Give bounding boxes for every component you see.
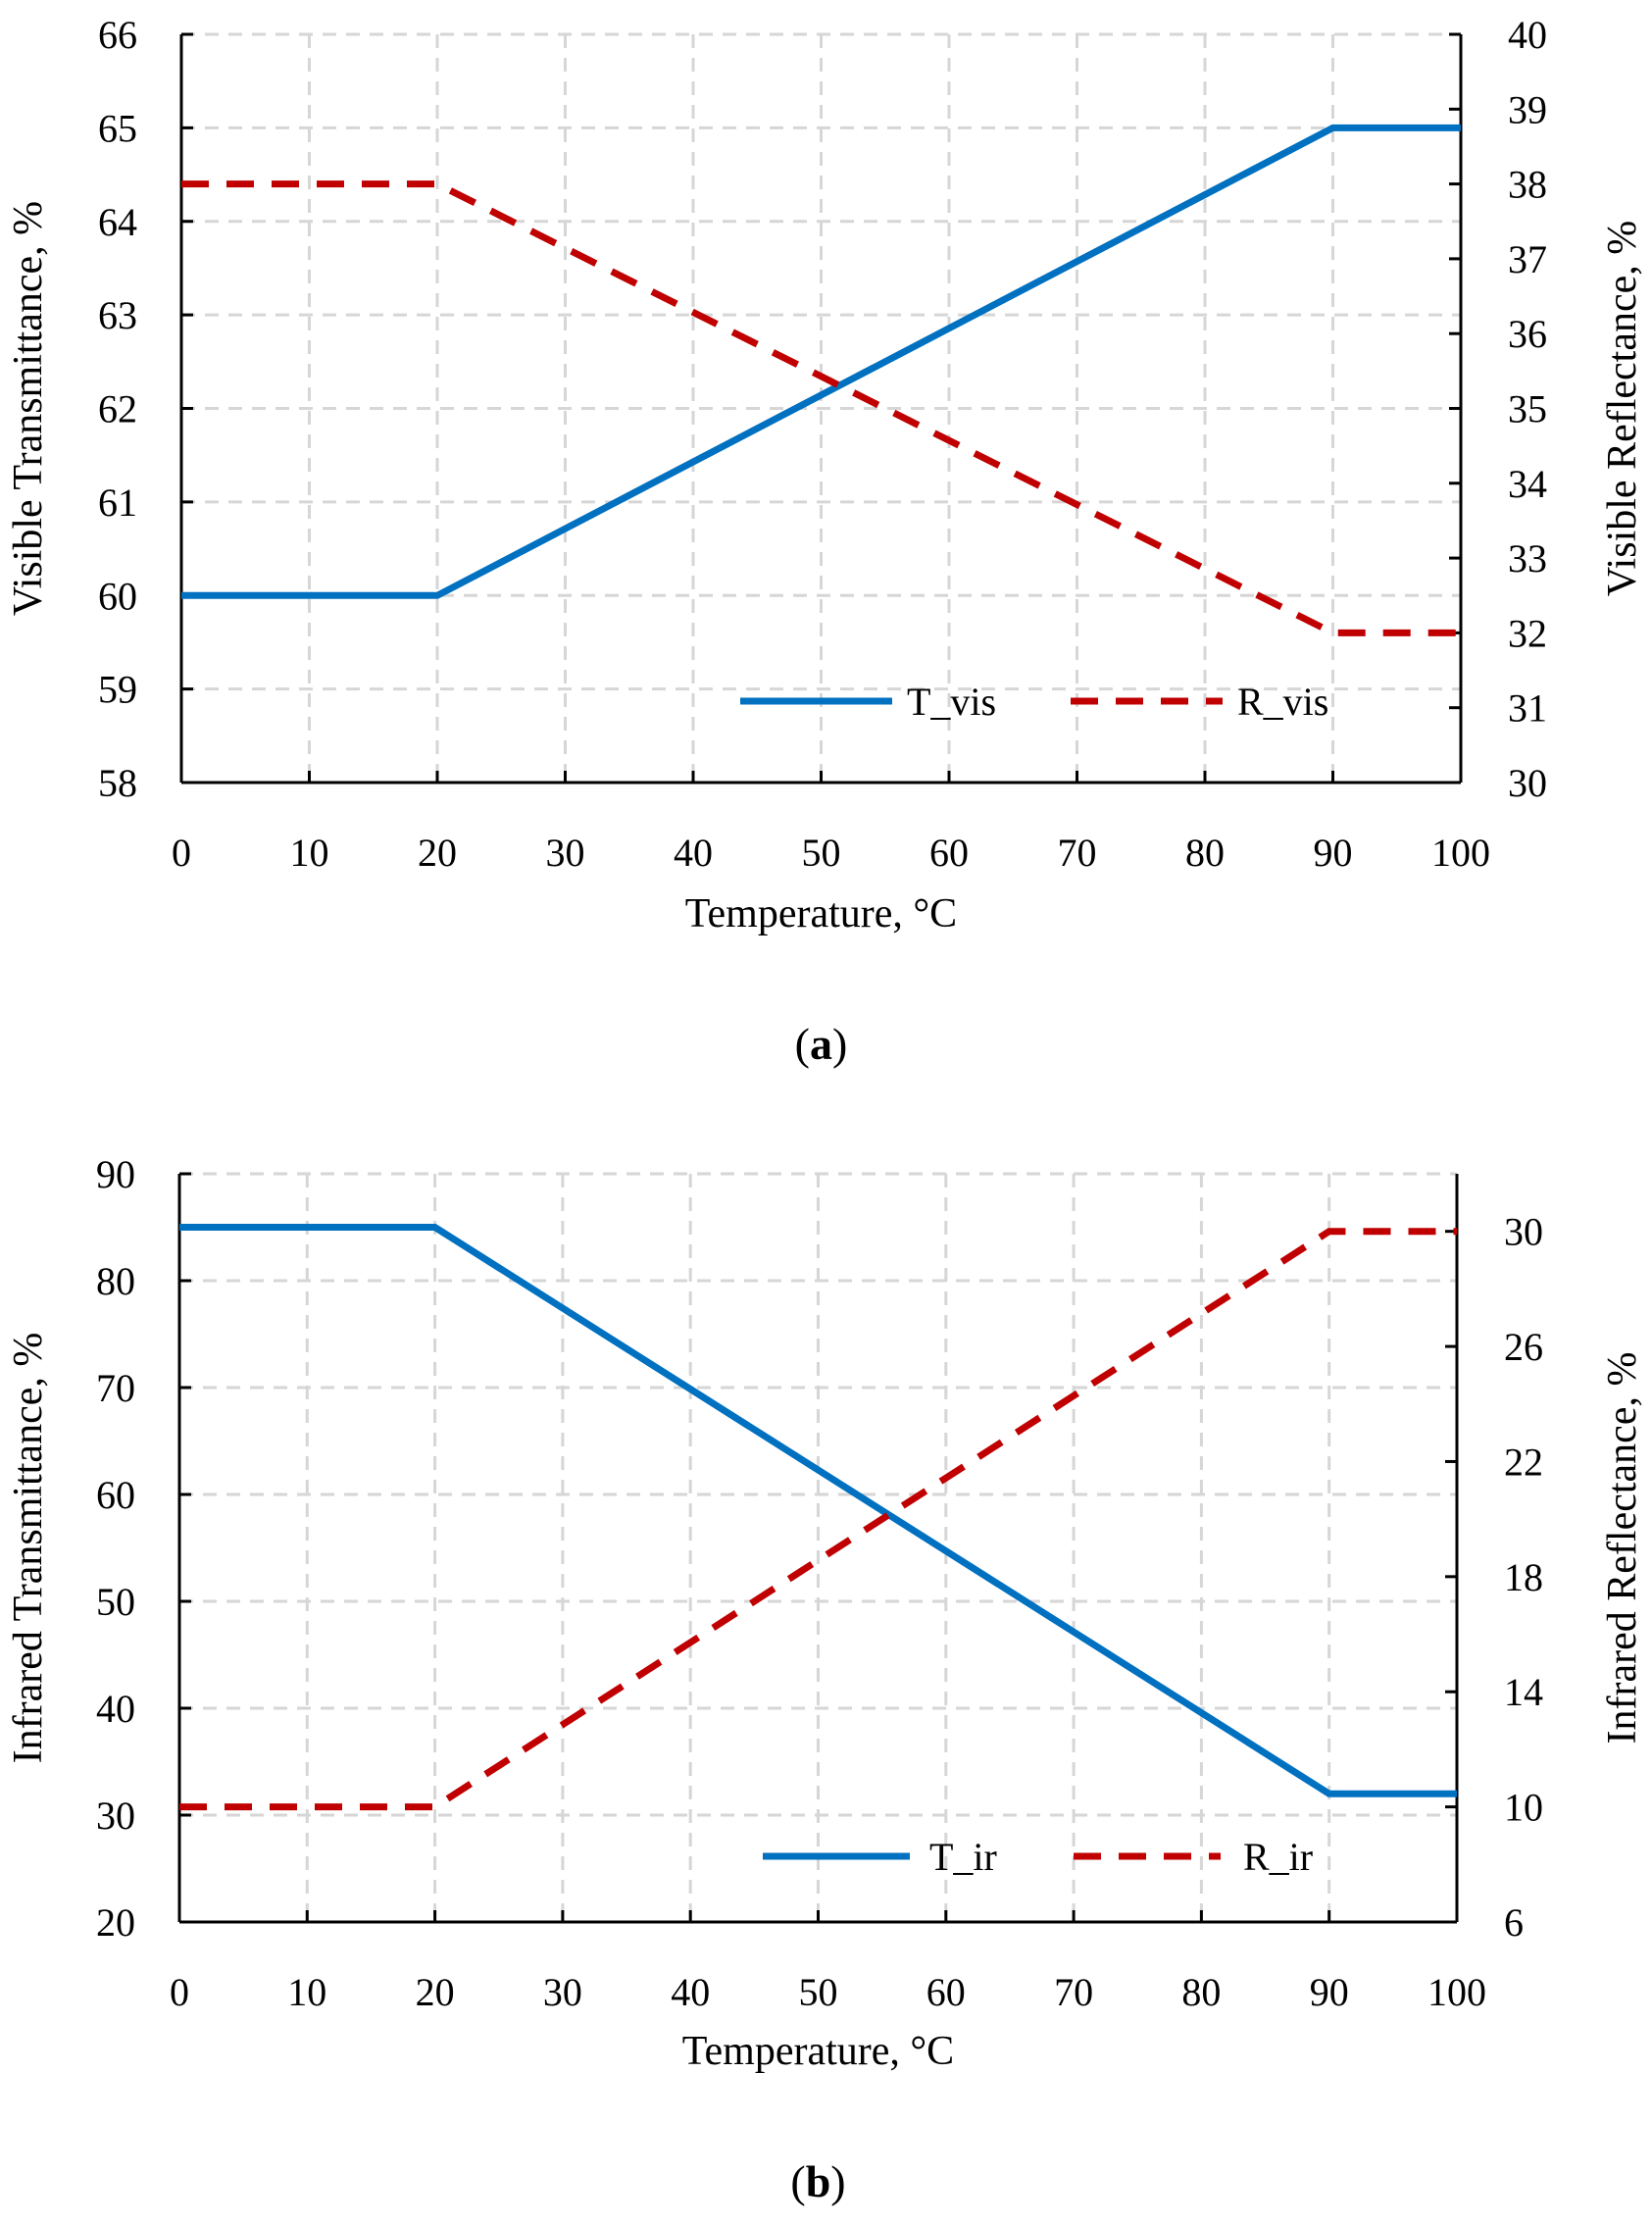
- panel-label: (b): [790, 2156, 845, 2206]
- x-tick-label: 10: [287, 1970, 326, 2014]
- legend: T_vis R_vis: [740, 680, 1328, 724]
- legend-label: R_ir: [1243, 1835, 1313, 1879]
- left-y-tick-label: 59: [98, 668, 137, 712]
- right-y-axis-title: Visible Reflectance, %: [1600, 221, 1645, 596]
- x-tick-label: 30: [546, 831, 585, 875]
- x-tick-label: 80: [1185, 831, 1225, 875]
- x-tick-label: 50: [799, 1970, 838, 2014]
- right-y-tick-label: 33: [1508, 536, 1547, 581]
- left-y-tick-label: 60: [96, 1473, 135, 1517]
- x-tick-label: 40: [671, 1970, 710, 2014]
- left-y-tick-label: 30: [96, 1794, 135, 1838]
- left-y-tick-label: 61: [98, 480, 137, 525]
- left-y-axis-title: Visible Transmittance, %: [6, 201, 51, 616]
- x-tick-label: 0: [172, 831, 191, 875]
- x-tick-label: 100: [1427, 1970, 1486, 2014]
- left-y-tick-label: 90: [96, 1152, 135, 1196]
- right-y-tick-label: 32: [1508, 611, 1547, 655]
- left-y-tick-label: 80: [96, 1259, 135, 1303]
- series-line-r-vis: [181, 180, 1461, 636]
- left-y-tick-label: 62: [98, 387, 137, 431]
- legend-label: R_vis: [1237, 680, 1328, 724]
- legend-label: T_ir: [929, 1835, 997, 1879]
- left-y-tick-label: 50: [96, 1580, 135, 1624]
- right-y-tick-label: 6: [1504, 1900, 1524, 1945]
- x-axis-title: Temperature, °C: [685, 891, 957, 936]
- right-y-tick-label: 14: [1504, 1670, 1543, 1714]
- right-y-tick-label: 40: [1508, 13, 1547, 57]
- x-tick-label: 90: [1310, 1970, 1349, 2014]
- x-tick-label: 10: [290, 831, 329, 875]
- x-tick-label: 40: [674, 831, 713, 875]
- left-y-tick-label: 64: [98, 200, 137, 244]
- left-y-tick-label: 63: [98, 293, 137, 337]
- left-y-tick-label: 40: [96, 1687, 135, 1731]
- legend: T_ir R_ir: [763, 1835, 1313, 1879]
- right-y-tick-label: 35: [1508, 387, 1547, 431]
- x-tick-label: 80: [1181, 1970, 1221, 2014]
- right-y-axis-title: Infrared Reflectance, %: [1600, 1352, 1645, 1745]
- x-tick-label: 70: [1058, 831, 1097, 875]
- x-tick-label: 20: [416, 1970, 455, 2014]
- x-tick-label: 100: [1431, 831, 1490, 875]
- x-tick-label: 60: [926, 1970, 966, 2014]
- right-y-tick-label: 37: [1508, 237, 1547, 281]
- left-y-tick-label: 60: [98, 574, 137, 618]
- right-y-tick-label: 22: [1504, 1440, 1543, 1484]
- x-tick-label: 20: [418, 831, 457, 875]
- right-y-tick-label: 38: [1508, 163, 1547, 207]
- right-y-tick-label: 31: [1508, 686, 1547, 731]
- x-tick-label: 90: [1314, 831, 1353, 875]
- legend-label: T_vis: [907, 680, 996, 724]
- x-tick-label: 30: [543, 1970, 582, 2014]
- right-y-tick-label: 34: [1508, 462, 1547, 506]
- x-tick-label: 0: [170, 1970, 189, 2014]
- right-y-tick-label: 18: [1504, 1555, 1543, 1599]
- left-y-tick-label: 65: [98, 106, 137, 150]
- right-y-tick-label: 10: [1504, 1786, 1543, 1830]
- left-y-axis-title: Infrared Transmittance, %: [6, 1333, 51, 1764]
- x-tick-label: 60: [929, 831, 969, 875]
- x-tick-label: 70: [1054, 1970, 1093, 2014]
- right-y-tick-label: 39: [1508, 87, 1547, 131]
- left-y-tick-label: 66: [98, 13, 137, 57]
- series-line-r-ir: [179, 1228, 1457, 1811]
- left-y-tick-label: 70: [96, 1366, 135, 1410]
- left-y-tick-label: 58: [98, 761, 137, 805]
- series-line-t-vis: [181, 124, 1461, 599]
- right-y-tick-label: 30: [1504, 1210, 1543, 1254]
- series-line-t-ir: [179, 1224, 1457, 1797]
- x-axis-title: Temperature, °C: [682, 2029, 954, 2074]
- left-y-tick-label: 20: [96, 1900, 135, 1945]
- chart-panel-a: 0 10 20 30 40 50 60 70 80 90 100 58 59 60 61 62 63 64 65 66…: [6, 13, 1645, 1069]
- right-y-tick-label: 30: [1508, 761, 1547, 805]
- right-y-tick-label: 36: [1508, 312, 1547, 356]
- panel-label: (a): [795, 1019, 848, 1069]
- right-y-tick-label: 26: [1504, 1325, 1543, 1369]
- chart-panel-b: 0 10 20 30 40 50 60 70 80 90 100 20 30 40 50 60 70 80 90 6 1…: [6, 1152, 1645, 2206]
- x-tick-label: 50: [802, 831, 841, 875]
